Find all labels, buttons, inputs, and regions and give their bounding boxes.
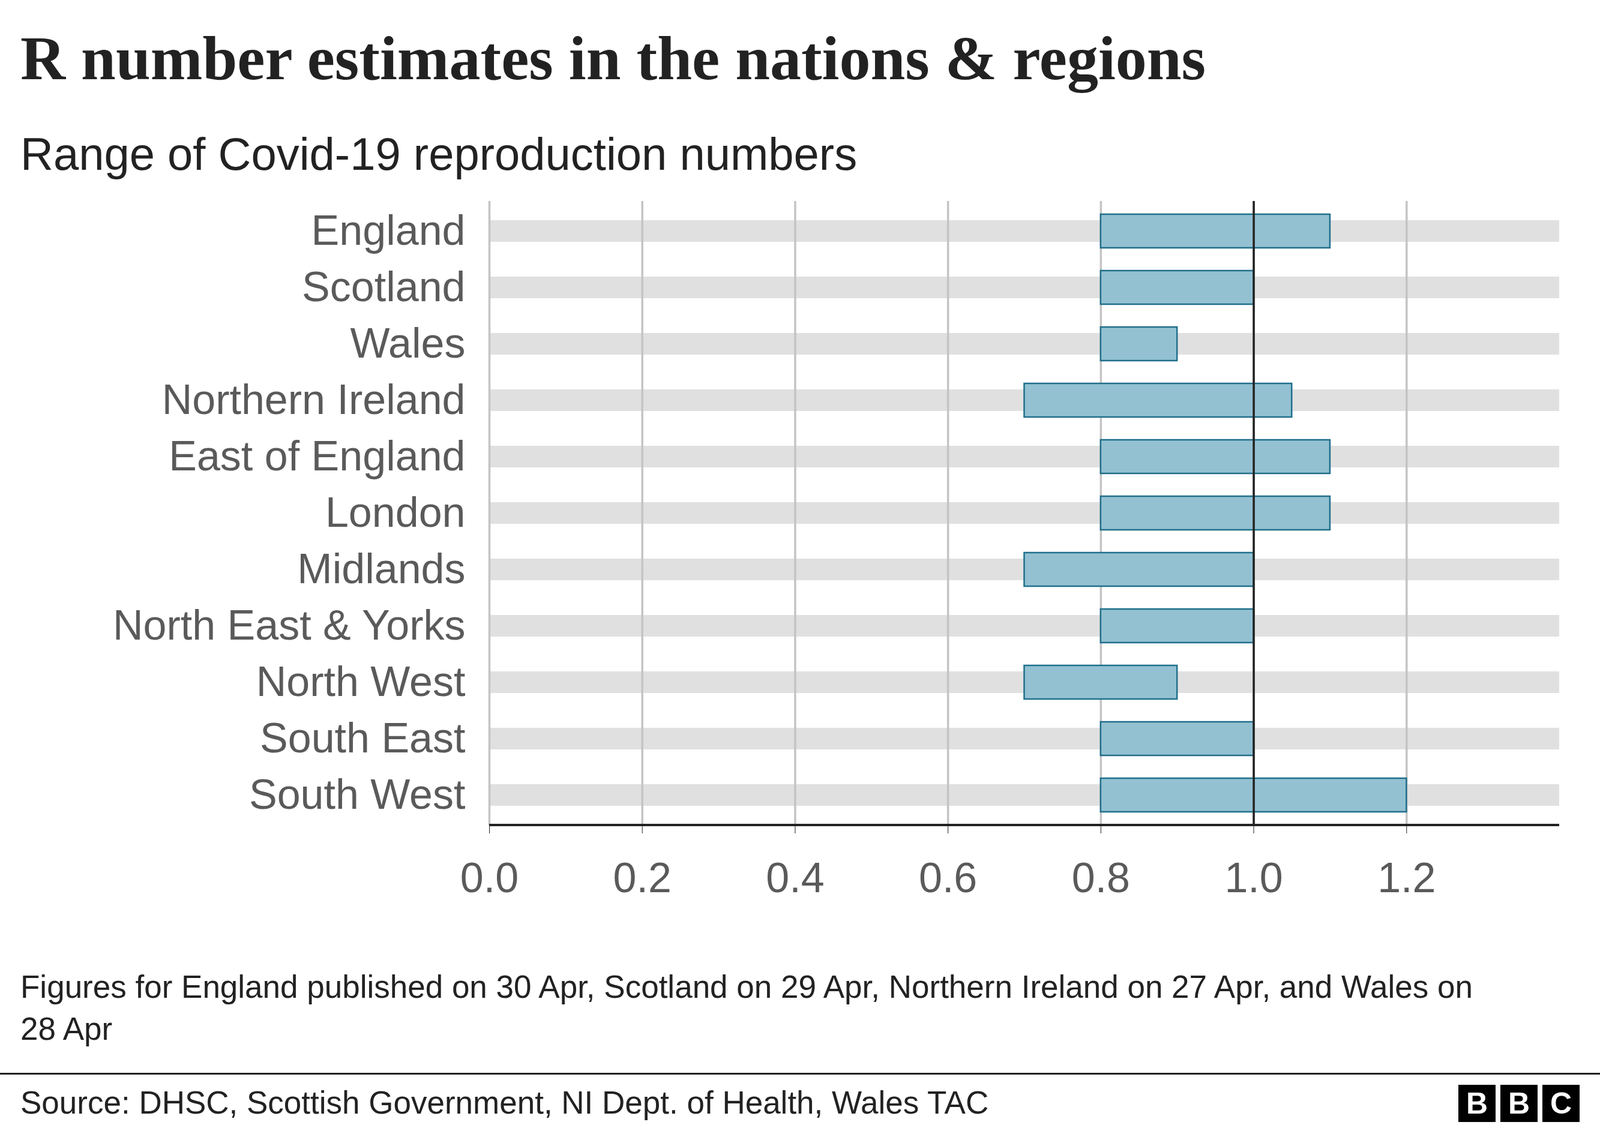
- svg-text:North West: North West: [256, 658, 466, 706]
- svg-text:Northern Ireland: Northern Ireland: [162, 376, 466, 424]
- html-text:B: B: [1466, 1086, 1488, 1121]
- svg-text:Scotland: Scotland: [301, 263, 466, 311]
- svg-text:1.0: 1.0: [1224, 854, 1283, 902]
- svg-text:0.2: 0.2: [613, 854, 672, 902]
- svg-text:East of England: East of England: [168, 432, 466, 480]
- svg-text:South East: South East: [259, 714, 466, 762]
- svg-text:0.0: 0.0: [460, 854, 519, 902]
- svg-text:0.6: 0.6: [918, 854, 978, 902]
- svg-text:0.4: 0.4: [765, 854, 825, 902]
- svg-text:London: London: [325, 489, 466, 536]
- svg-text:England: England: [311, 207, 466, 254]
- html-text:C: C: [1550, 1086, 1572, 1121]
- html-text:Figures for England published: Figures for England published on 30 Apr,…: [20, 969, 1473, 1047]
- svg-text:North East & Yorks: North East & Yorks: [112, 601, 466, 649]
- svg-text:Wales: Wales: [350, 319, 466, 367]
- html-text:B: B: [1508, 1086, 1530, 1121]
- svg-text:Midlands: Midlands: [297, 545, 466, 593]
- html-text:Range of Covid-19 reproduction: Range of Covid-19 reproduction numbers: [20, 128, 858, 180]
- svg-text:South West: South West: [249, 771, 466, 819]
- svg-text:0.8: 0.8: [1071, 854, 1131, 902]
- html-text:Source: DHSC, Scottish Governm: Source: DHSC, Scottish Government, NI De…: [20, 1085, 989, 1121]
- svg-text:1.2: 1.2: [1377, 854, 1436, 902]
- html-text:R number estimates in the nati: R number estimates in the nations & regi…: [20, 23, 1206, 93]
